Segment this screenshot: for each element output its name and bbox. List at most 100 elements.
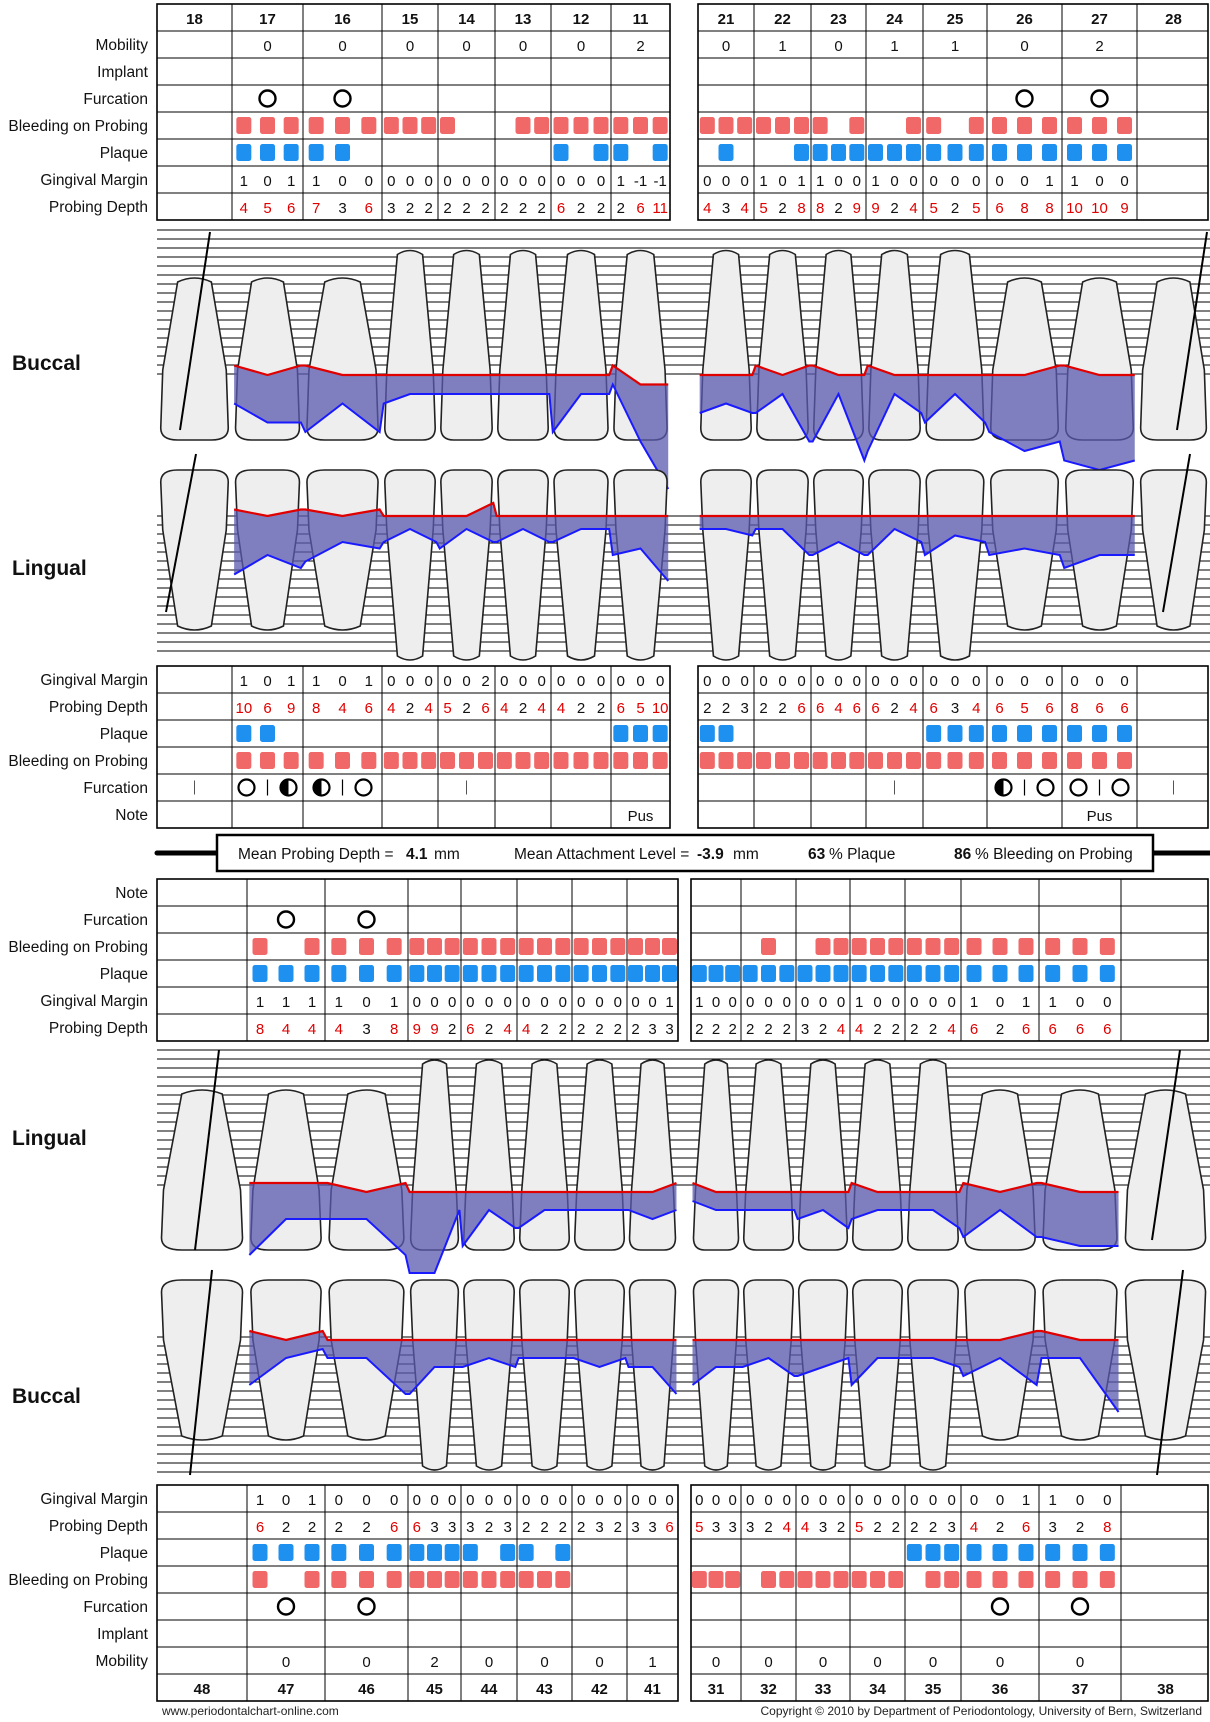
bleeding-mark [699,117,715,134]
gingival-margin-value: 0 [695,1492,703,1509]
gingival-margin-value: 0 [1103,1492,1111,1509]
furcation-half-fill [995,779,1004,796]
bleeding-mark [359,938,374,955]
gingival-margin-value: 0 [783,994,791,1011]
plaque-mark [427,965,442,982]
bleeding-mark [283,752,299,769]
row-label-gingival-margin: Gingival Margin [40,1491,148,1508]
probing-depth-line [699,527,1135,570]
mean-attachment-level-label: Mean Attachment Level = [514,846,689,863]
row-label-probing-depth: Probing Depth [49,1020,148,1037]
probing-depth-value: 2 [577,1519,585,1536]
mobility-value: 0 [1020,38,1028,55]
probing-depth-value: 7 [312,200,320,217]
tooth-outline [440,249,493,441]
probing-depth-line [233,381,670,490]
mobility-value: 0 [873,1654,881,1671]
gingival-margin-value: 0 [577,994,585,1011]
bleeding-mark [427,1571,442,1588]
probing-depth-value: 2 [996,1021,1004,1038]
plaque-mark [555,1544,571,1561]
plaque-mark [992,725,1007,742]
tooth-outline [699,469,753,661]
probing-depth-value: 6 [665,1519,673,1536]
bleeding-mark [926,752,942,769]
gingival-margin-value: 1 [970,994,978,1011]
mobility-value: 1 [890,38,898,55]
plaque-mark [610,965,626,982]
probing-depth-value: 2 [695,1021,703,1038]
missing-tooth-strike [1156,1269,1184,1476]
plaque-mark [742,965,758,982]
bleeding-mark [496,752,512,769]
probing-depth-value: 2 [597,200,605,217]
summary-box [215,833,1155,873]
probing-depth-value: 5 [695,1519,703,1536]
probing-depth-value: 6 [365,700,373,717]
mobility-value: 0 [819,1654,827,1671]
gingival-margin-value: 0 [648,1492,656,1509]
gingival-margin-value: 0 [1020,673,1028,690]
probing-depth-value: 3 [362,1021,370,1038]
plaque-mark [500,1544,516,1561]
plaque-mark [252,965,268,982]
gingival-margin-value: 0 [855,1492,863,1509]
bleeding-mark [833,1571,849,1588]
plaque-mark [645,965,660,982]
lower-buccal-diagram [157,1269,1210,1476]
tooth-outline [797,1279,849,1471]
plaque-mark [906,1544,922,1561]
probing-depth-value: 6 [1045,700,1053,717]
plaque-mark [252,1544,268,1561]
probing-depth-value: 8 [1103,1519,1111,1536]
tooth-outline [518,1279,571,1471]
tooth-outline [1139,277,1208,441]
probing-depth-value: 3 [740,700,748,717]
tooth-number: 24 [886,11,903,28]
probing-depth-value: 2 [559,1519,567,1536]
gingival-margin-value: 0 [413,994,421,1011]
missing-tooth-strike [1176,231,1208,431]
gingival-margin-value: 0 [871,673,879,690]
gingival-margin-value: 0 [430,1492,438,1509]
bleeding-mark [252,938,268,955]
bleeding-mark [756,117,771,134]
pocket-area [692,1183,1119,1246]
plaque-mark [699,725,715,742]
bleeding-mark [402,752,418,769]
footer-website[interactable]: www.periodontalchart-online.com [162,1704,339,1718]
plaque-mark [992,1544,1008,1561]
furcation-marker [333,89,352,108]
plaque-mark [386,965,402,982]
gingival-margin-value: 0 [390,1492,398,1509]
gingival-margin-value: 0 [485,1492,493,1509]
gingival-margin-value: 0 [614,994,622,1011]
plaque-mark [1067,144,1082,161]
probing-depth-value: 4 [970,1519,978,1536]
probing-depth-value: 4 [424,700,432,717]
bleeding-mark [331,1571,347,1588]
tooth-outline [906,1279,960,1471]
gingival-margin-value: 0 [892,994,900,1011]
bleeding-mark [906,938,922,955]
plaque-mark [537,965,552,982]
probing-depth-value: 10 [1066,200,1083,217]
plaque-mark [925,1544,941,1561]
mobility-value: 0 [485,1654,493,1671]
gingival-margin-value: 0 [648,994,656,1011]
probing-depth-value: 2 [519,200,527,217]
bleeding-mark [1067,117,1082,134]
gingival-margin-value: 0 [614,1492,622,1509]
tooth-outline [306,469,379,631]
bleeding-mark [925,938,941,955]
bleeding-mark [849,117,865,134]
gingival-margin-value: 0 [557,173,565,190]
bleeding-mark [633,117,648,134]
probing-depth-value: 8 [312,700,320,717]
probing-depth-value: 4 [855,1021,863,1038]
probing-depth-value: 11 [652,200,668,217]
tooth-outline [628,1279,677,1471]
plaque-mark [992,965,1008,982]
bleeding-mark [1018,938,1034,955]
bleeding-mark [849,752,865,769]
